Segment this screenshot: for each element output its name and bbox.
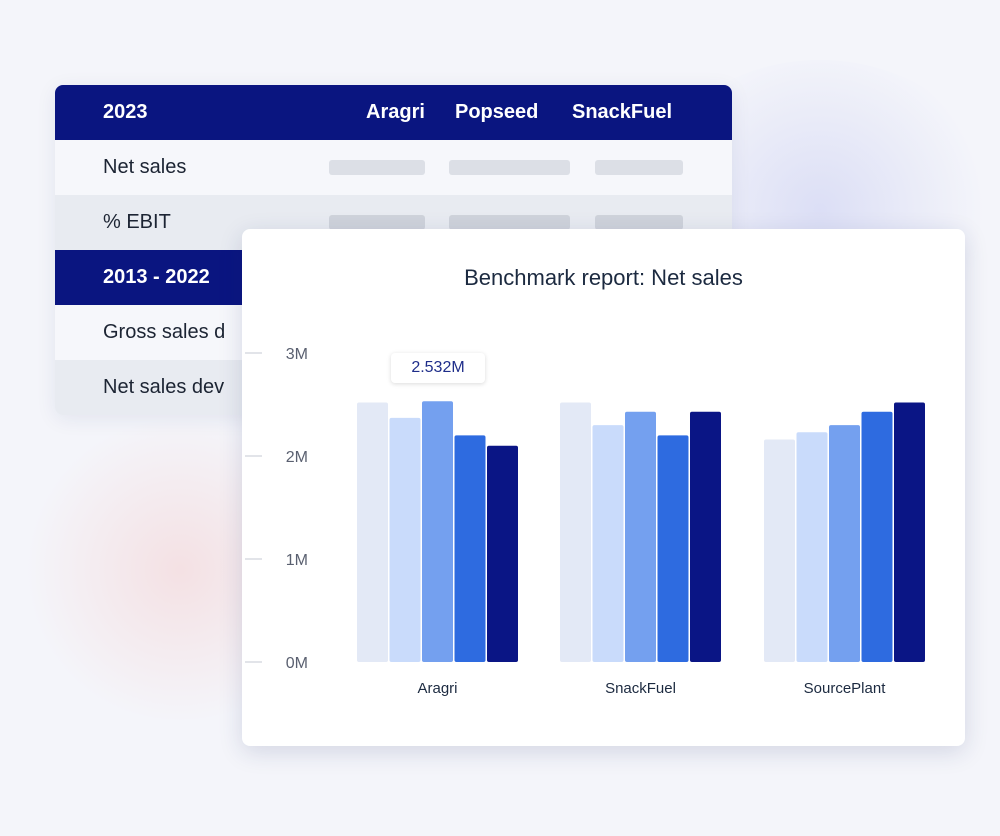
bar [625, 411, 656, 662]
chart-card: Benchmark report: Net sales 0M 1M 2M 3M Arag… [242, 229, 965, 746]
bar [592, 425, 624, 662]
row-label: Gross sales d [103, 321, 226, 343]
bar [764, 439, 795, 662]
bar [560, 402, 591, 662]
bar-tooltip: 2.532M [391, 353, 485, 383]
bar [796, 432, 828, 662]
column-header-aragri: Aragri [366, 101, 425, 123]
x-tick-label: SourcePlant [804, 680, 887, 697]
bar [690, 411, 721, 662]
chart-title: Benchmark report: Net sales [464, 265, 743, 290]
bar [454, 435, 486, 662]
header-year: 2023 [103, 101, 148, 123]
bar [487, 445, 518, 662]
value-placeholder [595, 215, 683, 230]
x-tick-label: SnackFuel [605, 680, 676, 697]
bar [861, 411, 893, 662]
row-label: Net sales dev [103, 376, 225, 398]
y-tick-label: 1M [286, 552, 308, 569]
column-header-snackfuel: SnackFuel [572, 101, 673, 123]
y-tick-label: 3M [286, 346, 308, 363]
bar [357, 402, 388, 662]
value-placeholder [595, 160, 683, 175]
y-tick-label: 0M [286, 655, 308, 672]
table-row: Net sales [55, 140, 732, 195]
value-placeholder [449, 160, 570, 175]
value-placeholder [329, 215, 425, 230]
bar [389, 417, 421, 662]
value-placeholder [449, 215, 570, 230]
x-tick-label: Aragri [417, 680, 457, 697]
tooltip-pointer [433, 383, 443, 389]
bar [657, 435, 689, 662]
bar [829, 425, 860, 662]
header-year-range: 2013 - 2022 [103, 266, 210, 288]
bar [422, 401, 453, 662]
y-tick-label: 2M [286, 449, 308, 466]
bar [894, 402, 925, 662]
column-header-popseed: Popseed [455, 101, 539, 123]
value-placeholder [329, 160, 425, 175]
row-label: Net sales [103, 156, 187, 178]
row-label: % EBIT [103, 211, 171, 233]
table-header-2023: 2023 Aragri Popseed SnackFuel [55, 85, 732, 140]
bar-chart: 0M 1M 2M 3M Aragri SnackFuel SourcePlant [245, 346, 925, 697]
